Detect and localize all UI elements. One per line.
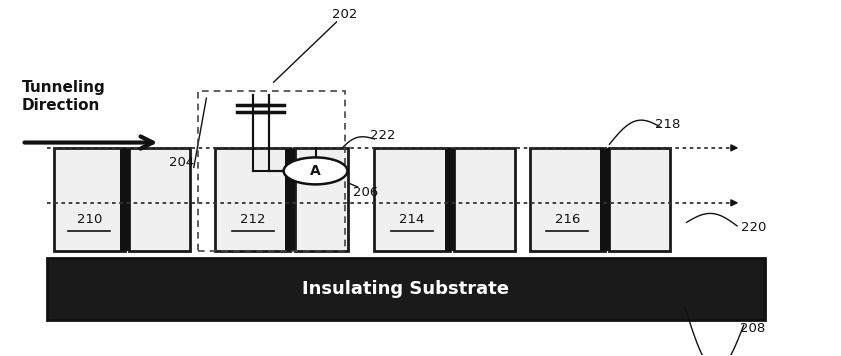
Text: 206: 206 [353,186,378,199]
Bar [454,148,515,251]
Text: Tunneling
Direction: Tunneling Direction [22,80,105,113]
Text: 220: 220 [741,221,766,234]
Bar [445,148,455,251]
Text: 202: 202 [332,9,357,21]
Text: 210: 210 [77,213,102,226]
Text: 218: 218 [655,118,681,131]
Text: 216: 216 [555,213,580,226]
Bar [214,148,290,251]
Text: 208: 208 [739,322,764,335]
Bar [530,148,606,251]
Bar [610,148,670,251]
Bar [120,148,130,251]
Bar [285,148,295,251]
Bar [294,148,348,251]
Bar [130,148,189,251]
Text: Insulating Substrate: Insulating Substrate [302,280,510,298]
Bar [47,258,764,320]
Bar [600,148,611,251]
Bar [198,91,345,251]
Text: 212: 212 [240,213,265,226]
Text: 204: 204 [168,156,193,168]
Bar [374,148,450,251]
Text: 222: 222 [370,129,395,142]
Text: A: A [310,164,321,178]
Text: 214: 214 [399,213,425,226]
Bar [54,148,125,251]
Circle shape [283,157,347,184]
